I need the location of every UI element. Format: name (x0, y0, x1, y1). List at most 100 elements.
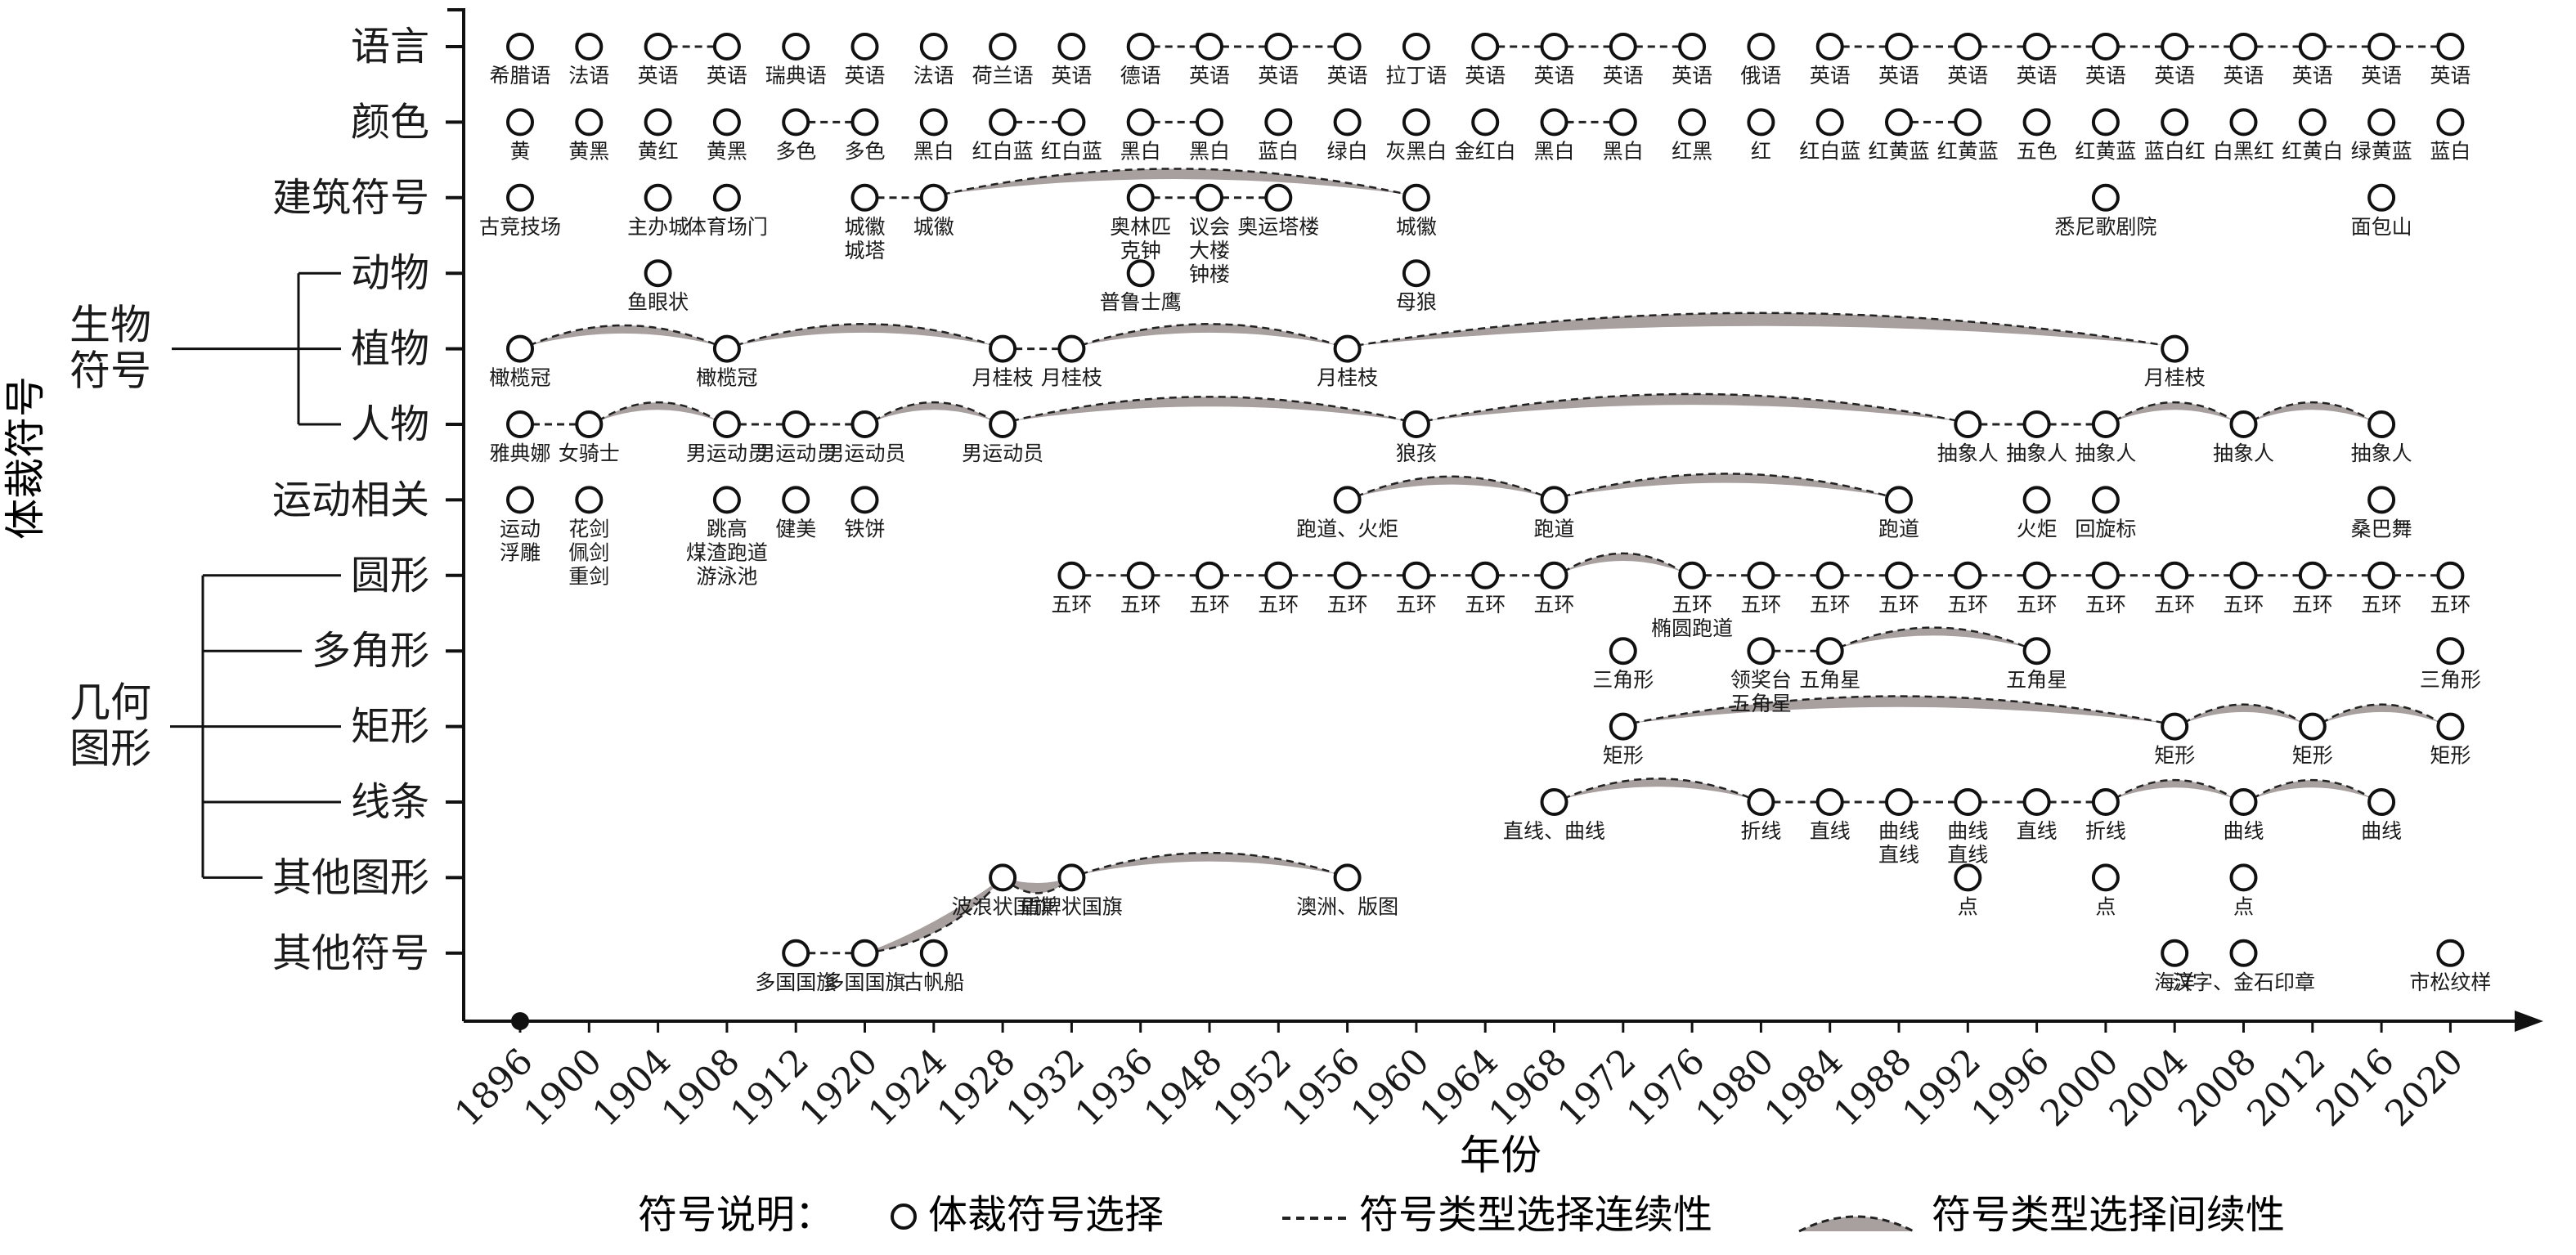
data-points (506, 33, 2465, 967)
point-label: 蓝白 (2430, 139, 2471, 163)
group-label: 生物符号 (70, 302, 151, 395)
point-label: 英语 (1603, 64, 1644, 87)
point-label: 五环 (1810, 593, 1851, 616)
point-label: 议会大楼钟楼 (1189, 215, 1230, 286)
point-label: 折线 (1740, 819, 1781, 843)
data-point (782, 939, 810, 967)
category-label: 颜色 (351, 99, 429, 145)
point-label: 跳高煤渣跑道游泳池 (686, 517, 768, 588)
point-label: 红黄白 (2282, 139, 2343, 163)
point-label: 多国国旗 (755, 970, 837, 994)
data-point (2229, 410, 2258, 438)
data-point (2298, 108, 2327, 137)
data-point (989, 863, 1017, 892)
data-point (919, 939, 948, 967)
intermittence-arc-outline (1356, 475, 1546, 498)
data-point (850, 108, 879, 137)
point-label: 红白蓝 (972, 139, 1034, 163)
point-label: 五环 (2292, 593, 2333, 616)
x-tick-label: 1980 (1688, 1041, 1782, 1135)
intermittence-arc (2321, 704, 2442, 724)
point-label: 英语 (1051, 64, 1092, 87)
data-point (2022, 33, 2051, 61)
x-tick-label: 2008 (2170, 1041, 2264, 1135)
data-point (712, 410, 741, 438)
legend-item-dot: 体裁符号选择 (928, 1192, 1164, 1238)
point-label: 矩形 (2292, 744, 2333, 768)
data-point (1747, 108, 1775, 137)
intermittence-arc-outline (1080, 323, 1339, 347)
point-label: 古竞技场 (479, 215, 561, 239)
data-point (1264, 33, 1293, 61)
point-label: 法语 (568, 64, 609, 87)
x-tick-label: 1992 (1895, 1041, 1989, 1135)
intermittence-arc (2252, 402, 2373, 421)
data-point (1747, 33, 1775, 61)
point-label: 五环 (2430, 593, 2471, 616)
point-label: 英语 (2223, 64, 2264, 87)
data-point (2367, 183, 2396, 212)
legend-title: 符号说明： (638, 1192, 834, 1238)
data-point (2022, 561, 2051, 589)
data-point (989, 334, 1017, 363)
category-label: 线条 (351, 779, 429, 825)
intermittence-arc-outline (1563, 473, 1891, 498)
data-point (1609, 637, 1637, 666)
point-label: 盾牌状国旗 (1021, 894, 1123, 918)
data-point (1264, 108, 1293, 137)
x-tick-label: 2004 (2102, 1041, 2196, 1135)
intermittence-arc-outline (2251, 401, 2373, 423)
point-label: 三角形 (2420, 668, 2481, 692)
intermittence-arc-outline (1356, 312, 2166, 347)
data-point (575, 410, 604, 438)
point-label: 瑞典语 (765, 64, 827, 87)
data-point (1126, 33, 1155, 61)
data-point (1609, 33, 1637, 61)
point-label: 橄榄冠 (489, 366, 550, 390)
intermittence-arc-outline (2251, 778, 2373, 800)
data-point (2229, 788, 2258, 816)
category-label: 圆形 (351, 553, 429, 598)
point-label: 男运动员 (962, 441, 1043, 465)
x-tick-labels: 1896190019041908191219201924192819321936… (447, 1041, 2472, 1135)
data-point (1885, 108, 1913, 137)
point-label: 点 (2095, 894, 2116, 918)
point-label: 月桂枝 (2144, 366, 2206, 390)
intermittence-arc (873, 402, 994, 421)
point-label: 英语 (1189, 64, 1230, 87)
data-point (850, 486, 879, 514)
data-point (2229, 863, 2258, 892)
point-label: 英语 (1810, 64, 1851, 87)
point-label: 希腊语 (489, 64, 550, 87)
data-point (2091, 410, 2120, 438)
data-point (782, 486, 810, 514)
point-label: 女骑士 (559, 441, 620, 465)
x-tick-label: 2016 (2309, 1041, 2403, 1135)
point-label: 古帆船 (903, 970, 964, 994)
data-point (1885, 561, 1913, 589)
data-point (1402, 410, 1430, 438)
data-point (1057, 334, 1086, 363)
intermittence-arc-outline (2321, 703, 2443, 724)
data-point (1402, 33, 1430, 61)
legend-item-intermittence: 符号类型选择间续性 (1932, 1192, 2285, 1238)
data-point (575, 108, 604, 137)
intermittence-arc (1012, 397, 1407, 421)
point-label: 英语 (2292, 64, 2333, 87)
data-point (1057, 108, 1086, 137)
point-label: 跑道 (1878, 517, 1919, 540)
data-point (919, 33, 948, 61)
point-label: 英语 (638, 64, 679, 87)
x-tick-label: 1936 (1067, 1041, 1161, 1135)
intermittence-arc-outline (1631, 695, 2166, 724)
category-label: 其他图形 (272, 854, 429, 900)
point-label: 五角星 (2006, 668, 2067, 692)
data-point (989, 108, 1017, 137)
point-label: 黑白 (1120, 139, 1161, 163)
data-point (506, 410, 534, 438)
point-label: 黄红 (638, 139, 679, 163)
point-label: 英语 (2430, 64, 2471, 87)
data-point (1196, 183, 1223, 212)
